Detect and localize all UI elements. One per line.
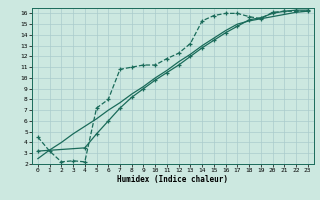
X-axis label: Humidex (Indice chaleur): Humidex (Indice chaleur)	[117, 175, 228, 184]
